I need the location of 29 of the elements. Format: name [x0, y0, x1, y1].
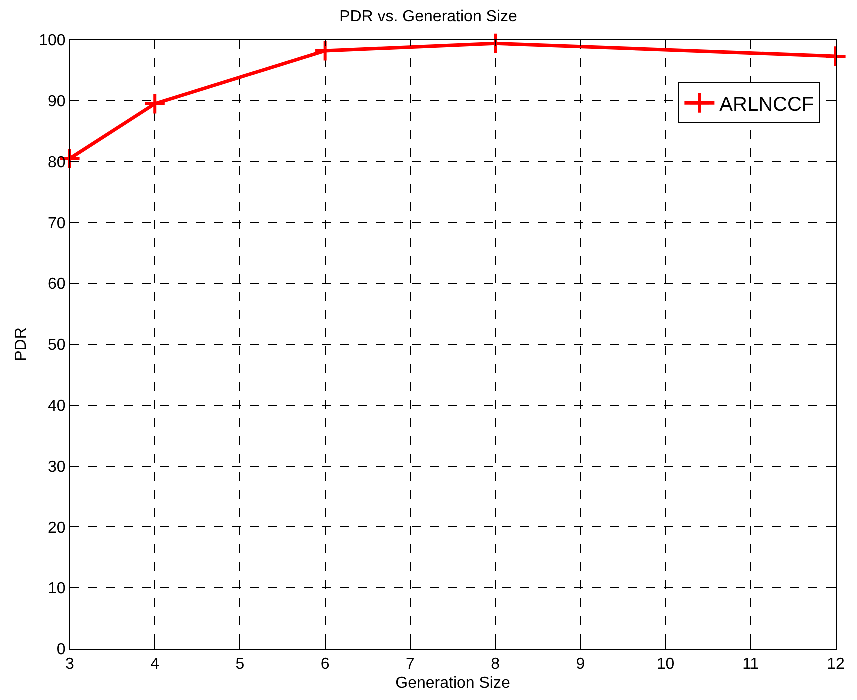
x-tick-label: 5 [236, 656, 245, 674]
x-tick-label: 4 [150, 656, 160, 674]
chart-title: PDR vs. Generation Size [340, 8, 518, 26]
x-tick-label: 6 [320, 656, 330, 674]
x-tick-label: 7 [406, 656, 415, 674]
x-tick-label: 11 [742, 656, 760, 674]
y-tick-label: 100 [39, 32, 66, 50]
x-tick-label: 9 [576, 656, 586, 674]
y-tick-label: 60 [48, 276, 66, 294]
x-axis-title: Generation Size [396, 674, 510, 692]
point [314, 40, 337, 62]
y-tick-label: 90 [48, 94, 66, 110]
y-tick-label: 50 [48, 337, 66, 354]
y-tick-label: 20 [48, 520, 66, 537]
x-tick-label: 8 [491, 656, 500, 674]
legend-label: ARLNCCF [720, 94, 814, 116]
x-tick-label: 12 [827, 656, 845, 674]
x-tick-label: 3 [66, 656, 75, 674]
y-tick-label: 0 [56, 642, 66, 659]
point [824, 45, 848, 68]
point [144, 92, 166, 116]
y-tick-label: 70 [48, 215, 66, 232]
y-tick-label: 10 [48, 580, 66, 598]
x-tick-label: 10 [656, 656, 675, 674]
y-tick-label: 30 [48, 458, 66, 476]
point [484, 32, 507, 55]
y-axis-title: PDR [12, 328, 30, 362]
y-tick-label: 80 [48, 154, 66, 172]
y-tick-label: 40 [48, 398, 66, 415]
